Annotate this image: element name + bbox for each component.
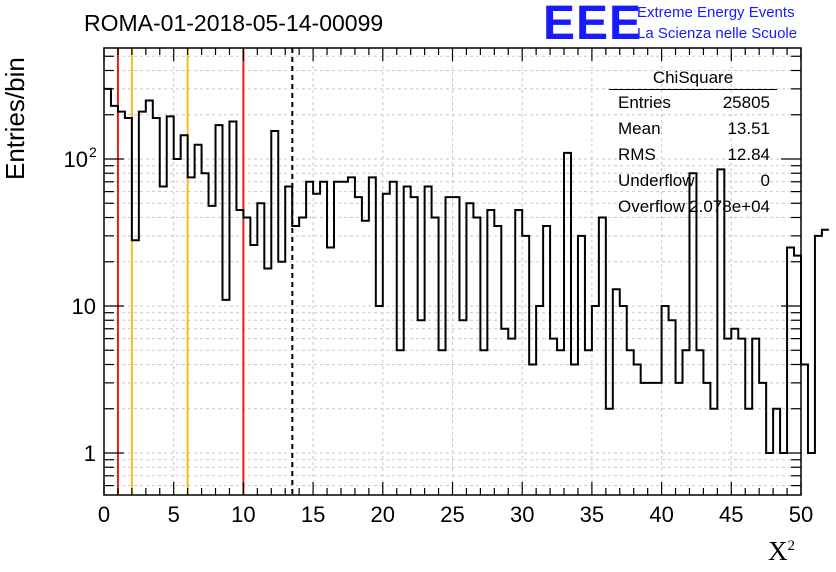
stats-key: Underflow [618,171,695,190]
x-tick-label: 5 [168,502,180,527]
x-tick-label: 10 [231,502,255,527]
x-axis-label-base: X [768,536,788,566]
x-tick-label: 50 [789,502,813,527]
stats-value: 25805 [722,93,770,112]
x-tick-label: 40 [649,502,673,527]
x-tick-label: 30 [510,502,534,527]
histogram-series [104,87,829,454]
x-tick-label: 20 [371,502,395,527]
x-tick-label: 45 [719,502,743,527]
x-tick-label: 25 [440,502,464,527]
stats-key: Entries [618,93,671,112]
stats-value: 12.84 [727,145,770,164]
y-tick-label: 10 [72,294,96,319]
stats-title: ChiSquare [609,68,777,90]
y-axis-label: Entries/bin [0,57,30,180]
stats-row-underflow: Underflow 0 [611,170,777,196]
stats-row-overflow: Overflow 2.078e+04 [611,196,777,222]
x-tick-label: 0 [98,502,110,527]
eee-logo: EEE [543,0,643,50]
stats-key: Overflow [618,197,686,216]
stats-row-rms: RMS 12.84 [611,144,777,170]
stats-value: 2.078e+04 [689,197,770,216]
stats-box: ChiSquare Entries 25805 Mean 13.51 RMS 12.8… [609,68,777,222]
y-tick-label: 10 [64,147,88,172]
x-tick-label: 35 [580,502,604,527]
x-tick-label: 15 [301,502,325,527]
y-tick-label-sup: 2 [89,144,97,160]
marker-lines [116,48,294,495]
stats-row-entries: Entries 25805 [611,92,777,118]
stats-key: Mean [618,119,661,138]
logo-subtitle-1: Extreme Energy Events [637,4,795,21]
logo-subtitle-2: La Scienza nelle Scuole [637,25,798,42]
axis-ticks [103,48,802,495]
stats-row-mean: Mean 13.51 [611,118,777,144]
y-tick-label: 1 [84,441,96,466]
stats-key: RMS [618,145,656,164]
plot-title: ROMA-01-2018-05-14-00099 [84,10,384,36]
x-axis-label-sup: 2 [787,538,796,554]
x-axis-label: X2 [768,536,795,567]
stats-value: 0 [760,171,770,190]
x-tick-labels: 0 5 10 15 20 25 30 35 40 45 50 [98,502,813,527]
stats-value: 13.51 [727,119,770,138]
